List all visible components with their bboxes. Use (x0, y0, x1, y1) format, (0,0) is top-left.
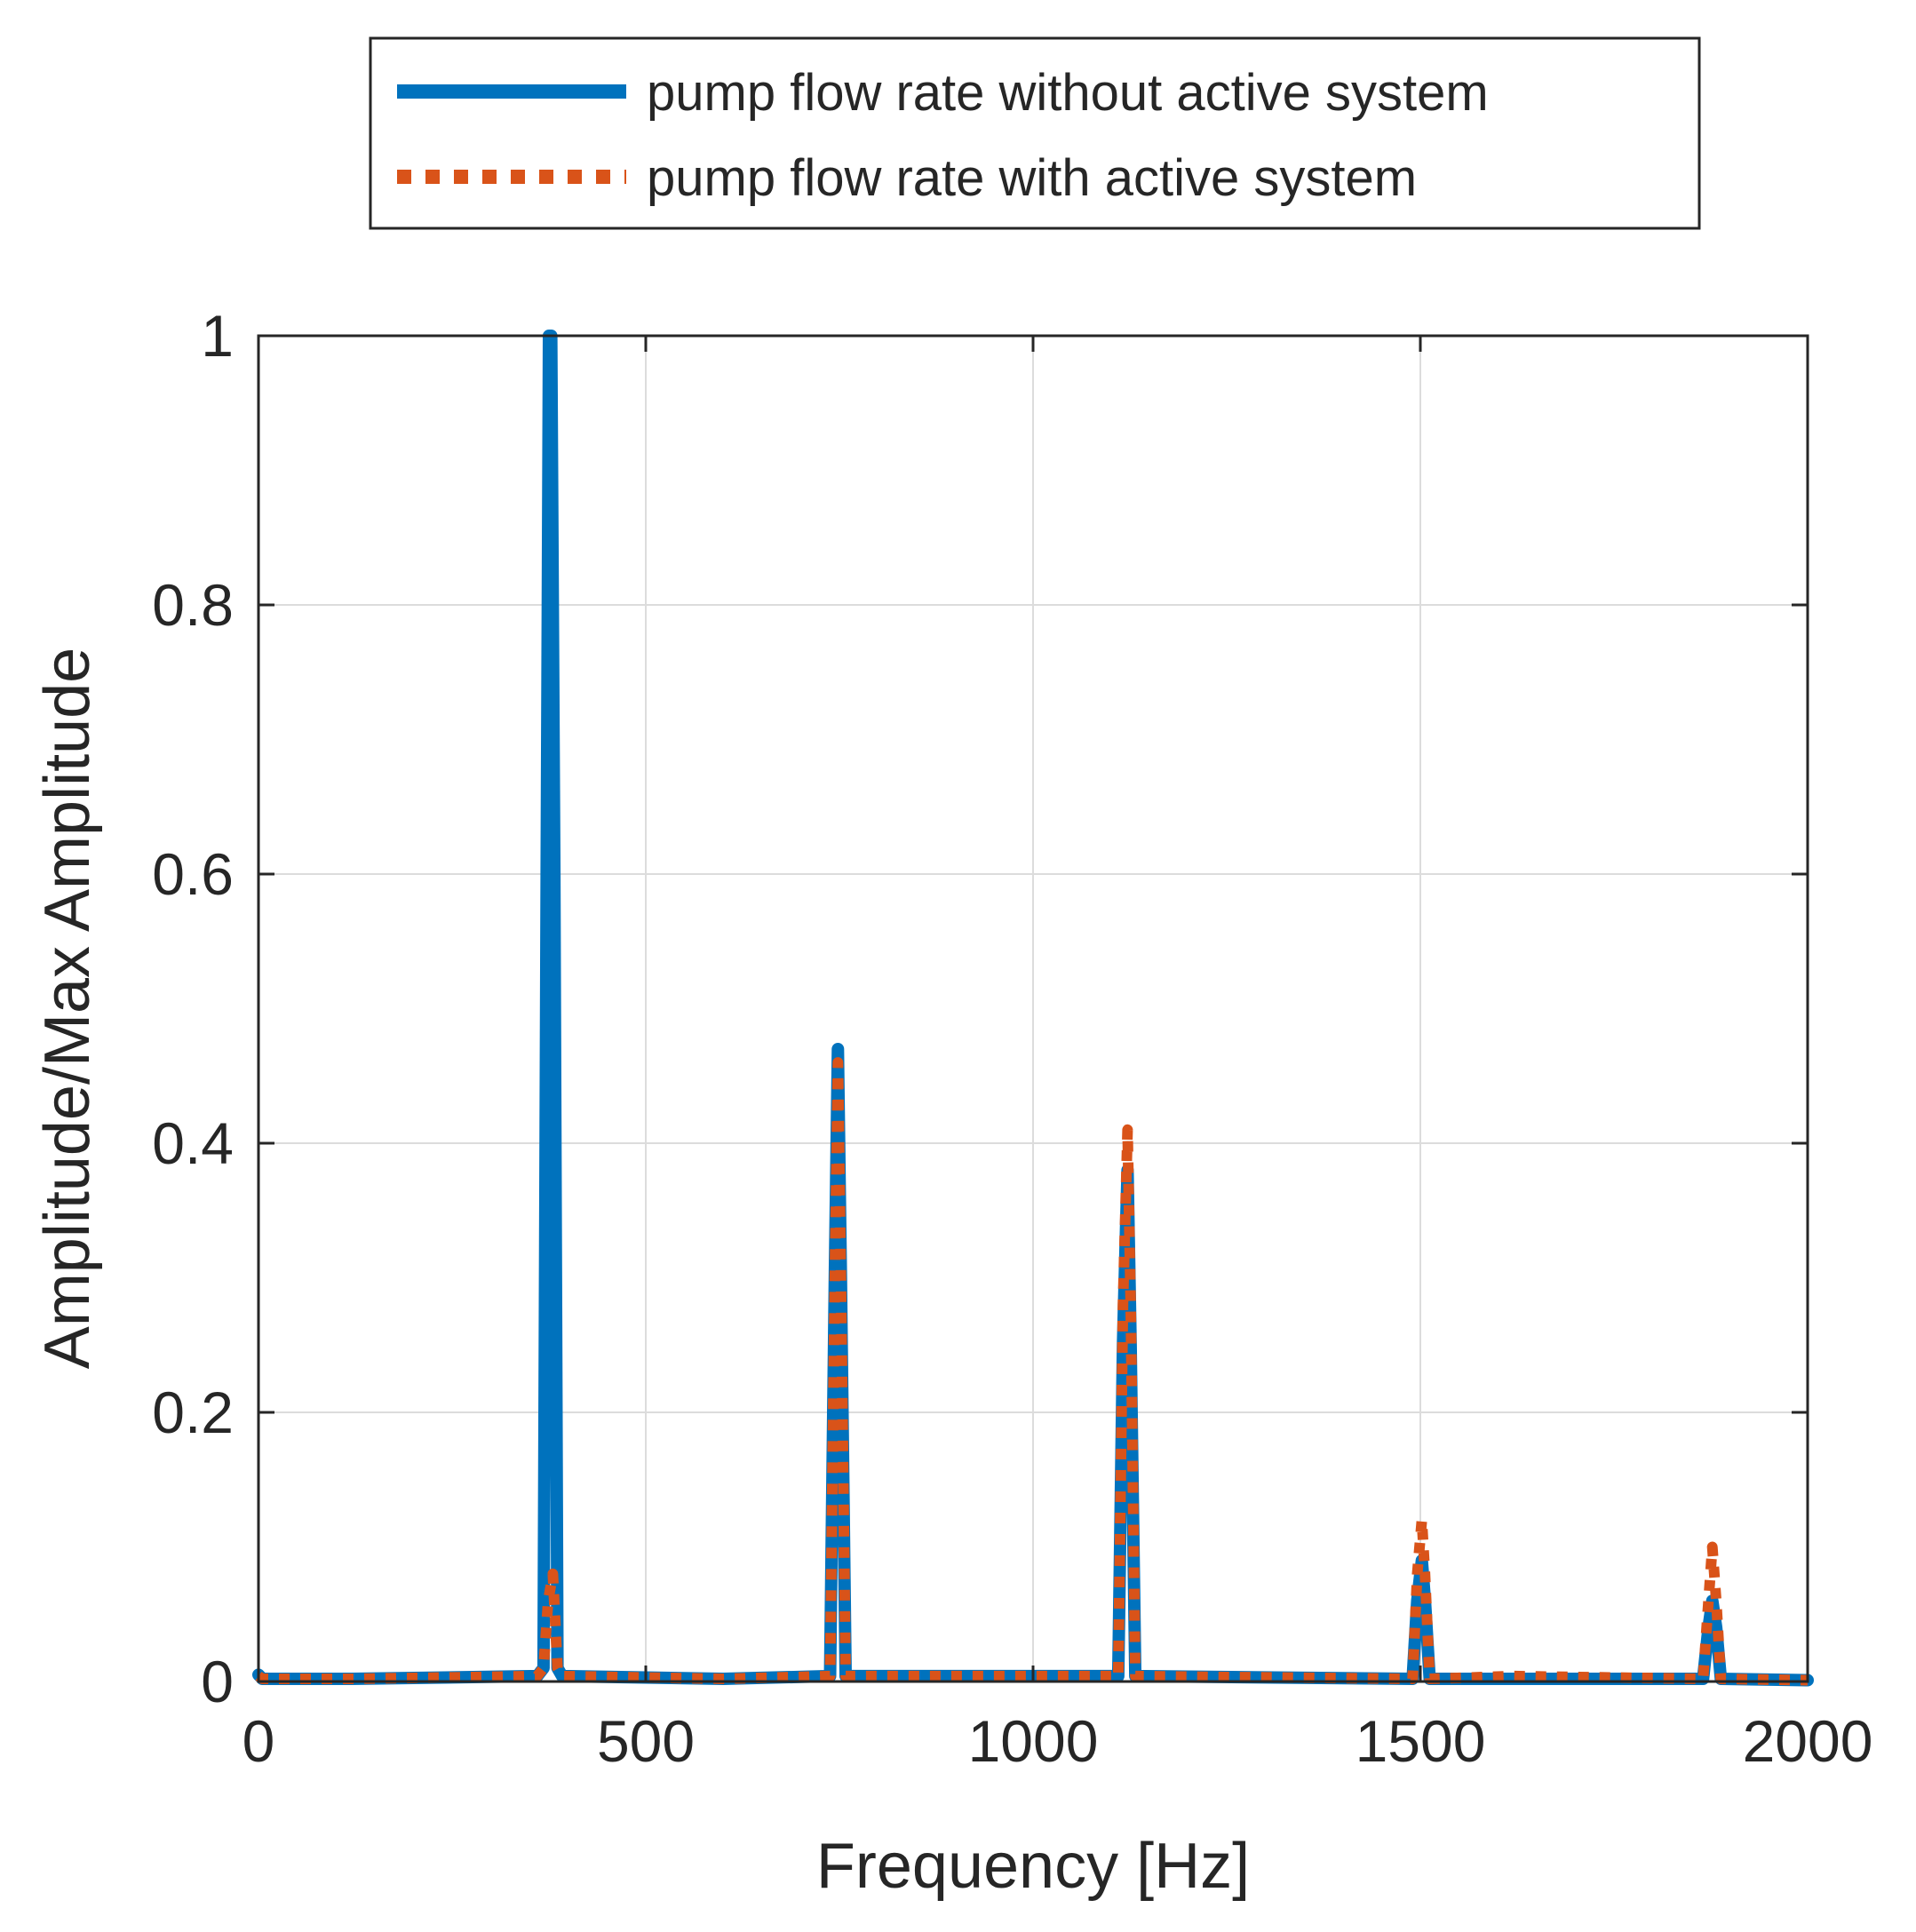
legend-label-without-active: pump flow rate without active system (647, 64, 1489, 122)
x-tick-label: 500 (597, 1708, 695, 1774)
y-tick-label: 0.4 (152, 1110, 234, 1176)
legend: pump flow rate without active system pum… (369, 36, 1701, 230)
legend-label-with-active: pump flow rate with active system (647, 149, 1417, 207)
x-axis-label: Frequency [Hz] (816, 1831, 1250, 1902)
y-tick-labels: 0 0.2 0.4 0.6 0.8 1 (152, 303, 234, 1714)
series-line-with-active-system (255, 1057, 1809, 1686)
legend-box (369, 36, 1701, 230)
series-layer (252, 330, 1814, 1687)
y-tick-label: 1 (201, 303, 234, 369)
x-tick-label: 1500 (1356, 1708, 1486, 1774)
x-tick-label: 1000 (968, 1708, 1099, 1774)
y-tick-label: 0.8 (152, 572, 234, 638)
x-tick-label: 2000 (1743, 1708, 1873, 1774)
plot-area: 0 500 1000 1500 2000 0 0.2 0.4 0.6 0.8 1 (152, 303, 1872, 1774)
y-tick-label: 0 (201, 1649, 234, 1714)
tick-marks (257, 334, 1809, 1683)
y-axis-label: Amplitude/Max Amplitude (32, 648, 103, 1369)
x-tick-labels: 0 500 1000 1500 2000 (242, 1708, 1873, 1774)
x-tick-label: 0 (242, 1708, 275, 1774)
y-tick-label: 0.2 (152, 1379, 234, 1445)
y-tick-label: 0.6 (152, 841, 234, 907)
